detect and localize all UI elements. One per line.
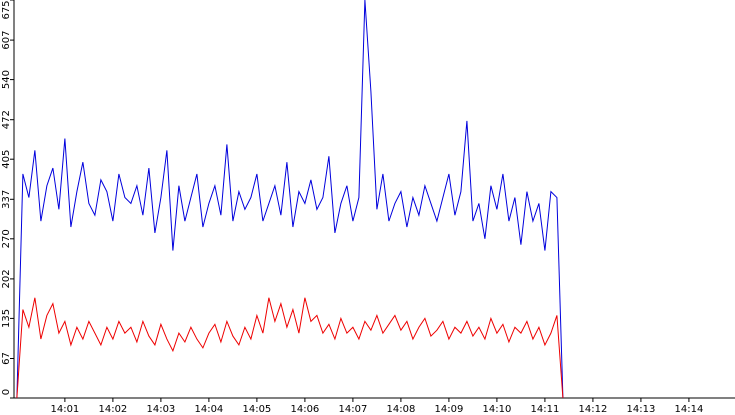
x-tick-label: 14:10 [482, 404, 511, 415]
y-tick-label: 270 [1, 229, 12, 248]
y-tick-label: 202 [1, 269, 12, 288]
series-line [16, 0, 564, 399]
x-tick-label: 14:05 [242, 404, 271, 415]
x-tick-label: 14:14 [675, 404, 704, 415]
x-tick-label: 14:06 [290, 404, 319, 415]
x-tick-label: 14:13 [627, 404, 656, 415]
y-tick-label: 472 [1, 110, 12, 129]
x-tick-label: 14:02 [98, 404, 127, 415]
x-tick-label: 14:01 [50, 404, 79, 415]
y-tick-label: 607 [1, 31, 12, 50]
x-tick-label: 14:03 [146, 404, 175, 415]
y-tick-label: 675 [1, 0, 12, 19]
series-line [16, 297, 564, 399]
y-tick-label: 405 [1, 150, 12, 169]
y-tick-label: 0 [1, 389, 12, 395]
x-tick-label: 14:12 [578, 404, 607, 415]
x-tick-label: 14:07 [338, 404, 367, 415]
y-tick-label: 67 [1, 352, 12, 365]
y-tick-label: 135 [1, 309, 12, 328]
x-tick-label: 14:08 [386, 404, 415, 415]
x-tick-label: 14:04 [194, 404, 223, 415]
x-tick-label: 14:09 [434, 404, 463, 415]
x-tick-label: 14:11 [530, 404, 559, 415]
y-tick-label: 337 [1, 190, 12, 209]
y-tick-label: 540 [1, 70, 12, 89]
